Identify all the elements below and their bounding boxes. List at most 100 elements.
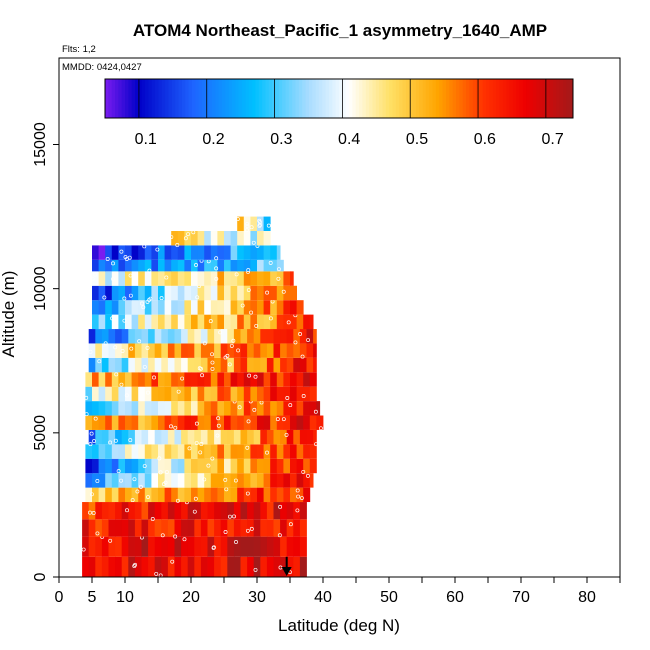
heatmap-cell <box>191 231 198 246</box>
heatmap-cell <box>273 536 281 557</box>
heatmap-cell <box>293 536 301 557</box>
heatmap-cell <box>204 271 212 286</box>
heatmap-cell <box>167 556 175 577</box>
heatmap-cell <box>144 487 152 503</box>
colorbar-segment <box>135 79 139 118</box>
heatmap-cell <box>313 429 317 445</box>
sample-point <box>122 318 127 323</box>
heatmap-cell <box>111 386 119 402</box>
heatmap-cell <box>118 386 126 402</box>
heatmap-cell <box>128 519 136 537</box>
heatmap-cell <box>118 458 126 474</box>
heatmap-cell <box>121 536 129 557</box>
heatmap-cell <box>128 343 136 358</box>
colorbar-segment <box>445 79 450 118</box>
colorbar-segment <box>158 79 163 118</box>
heatmap-cell <box>98 415 106 430</box>
heatmap-cell <box>187 329 195 344</box>
heatmap-cell <box>161 502 169 520</box>
heatmap-cell <box>184 415 192 430</box>
colorbar-segment <box>556 79 561 118</box>
heatmap-cell <box>82 502 90 520</box>
colorbar-segment <box>248 79 253 118</box>
heatmap-cell <box>293 556 301 577</box>
y-axis-label: Altitude (m) <box>0 271 18 358</box>
colorbar-segment <box>292 79 297 118</box>
heatmap-cell <box>194 519 202 537</box>
sample-point <box>293 340 298 345</box>
colorbar-segment <box>198 79 203 118</box>
heatmap-cell <box>250 444 258 459</box>
sample-point <box>175 243 180 247</box>
sample-point <box>284 432 289 437</box>
heatmap-cell <box>243 271 251 286</box>
colorbar-segment <box>389 79 393 118</box>
heatmap-cell <box>144 259 152 272</box>
heatmap-cell <box>111 473 119 488</box>
sample-point <box>146 495 150 500</box>
colorbar-segment <box>506 79 510 118</box>
heatmap-cell <box>85 473 93 488</box>
heatmap-cell <box>276 401 284 416</box>
location-marker-arrow <box>281 556 292 576</box>
heatmap-cell <box>233 329 241 344</box>
heatmap-cell <box>115 556 123 577</box>
sample-point <box>128 438 133 443</box>
heatmap-cell <box>158 372 165 387</box>
sample-point <box>214 256 219 261</box>
heatmap-cell <box>101 536 109 557</box>
heatmap-cell <box>148 556 156 577</box>
heatmap-cell <box>257 444 264 459</box>
heatmap-cell <box>283 401 291 416</box>
sample-point <box>200 373 205 378</box>
heatmap-cell <box>82 519 90 537</box>
heatmap-cell <box>197 487 205 503</box>
heatmap-cell <box>296 314 304 330</box>
heatmap-cell <box>210 415 218 430</box>
heatmap-cell <box>306 329 314 344</box>
colorbar-segment <box>345 79 350 118</box>
heatmap-cell <box>111 245 119 260</box>
heatmap-cell <box>131 401 139 416</box>
heatmap-cell <box>296 487 304 503</box>
heatmap-cell <box>286 329 294 344</box>
colorbar-segment <box>315 79 320 118</box>
heatmap-cell <box>266 502 274 520</box>
sample-point <box>194 421 199 426</box>
heatmap-cell <box>105 245 113 260</box>
heatmap-cell <box>230 458 238 474</box>
sample-point <box>95 479 100 483</box>
heatmap-cell <box>266 357 274 373</box>
heatmap-cell <box>210 314 218 330</box>
heatmap-cell <box>270 473 278 488</box>
heatmap-cell <box>240 429 248 445</box>
heatmap-cell <box>237 458 245 474</box>
sample-point <box>140 301 145 306</box>
heatmap-cell <box>217 458 225 474</box>
heatmap-cell <box>128 329 136 344</box>
heatmap-cell <box>270 444 278 459</box>
sample-point <box>306 338 311 343</box>
heatmap-cell <box>131 259 139 272</box>
heatmap-cell <box>243 231 251 246</box>
heatmap-cell <box>237 415 245 430</box>
sample-point <box>288 403 293 408</box>
sample-point <box>111 277 115 281</box>
heatmap-cell <box>141 519 149 537</box>
heatmap-cell <box>204 372 212 387</box>
heatmap-cell <box>200 502 208 520</box>
heatmap-cell <box>82 536 90 557</box>
heatmap-cell <box>105 415 113 430</box>
heatmap-cell <box>184 285 192 301</box>
heatmap-cell <box>290 473 297 488</box>
heatmap-cell <box>266 329 274 344</box>
sample-point <box>257 223 262 228</box>
heatmap-cell <box>151 285 159 301</box>
heatmap-cell <box>299 343 307 358</box>
sample-point <box>150 517 155 521</box>
colorbar-segment <box>372 79 377 118</box>
sample-point <box>237 405 242 410</box>
colorbar-segment <box>171 79 176 118</box>
heatmap-cell <box>263 231 271 246</box>
heatmap-cell <box>111 300 119 315</box>
